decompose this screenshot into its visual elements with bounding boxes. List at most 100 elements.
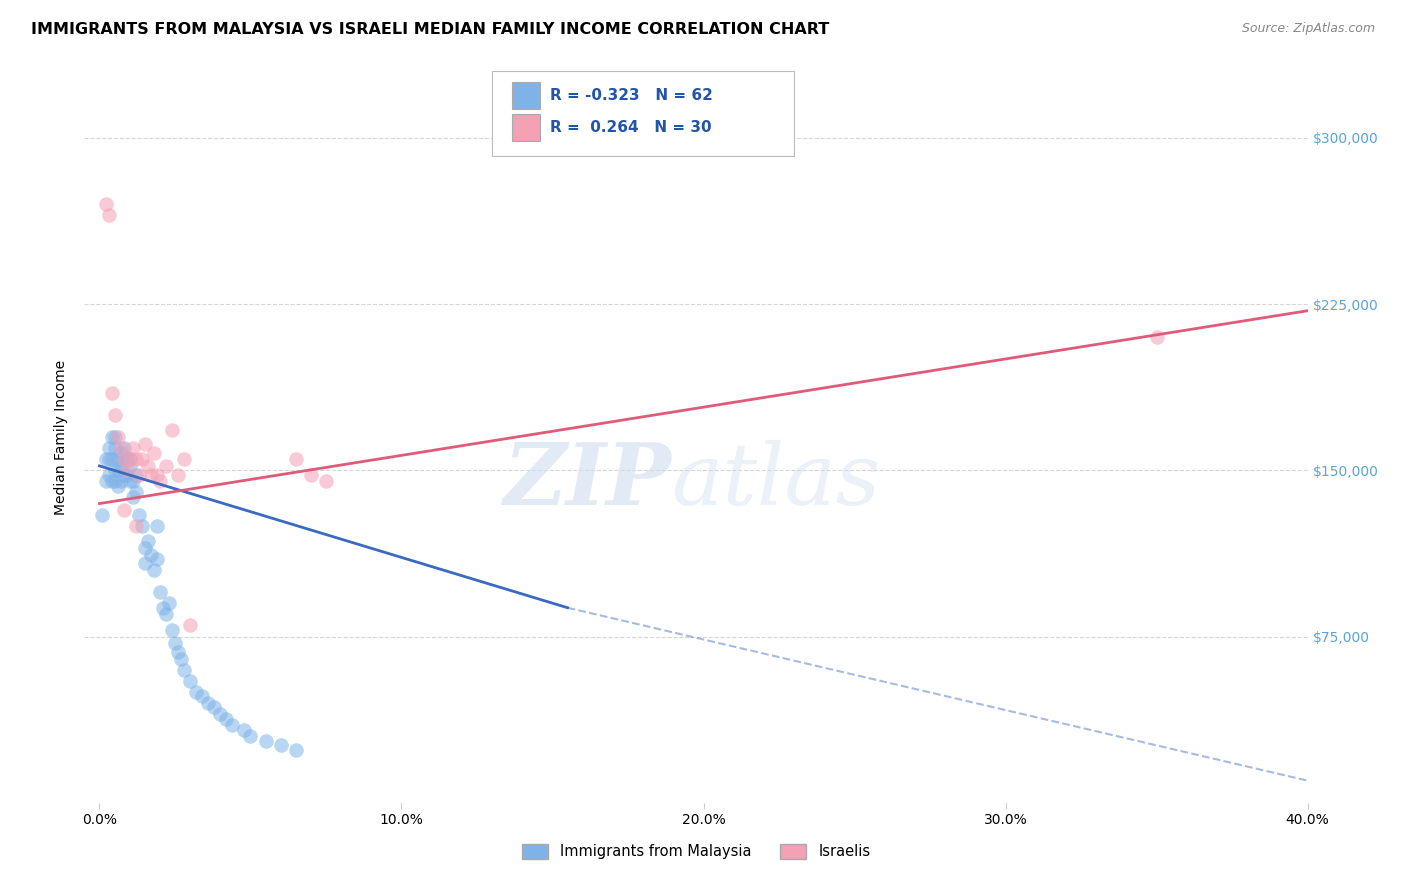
Point: [179, 618, 201, 632]
Point: [115, 463, 138, 477]
Point: [107, 452, 129, 467]
Point: [1146, 330, 1168, 344]
Point: [136, 458, 159, 473]
Point: [118, 452, 141, 467]
Point: [94, 452, 117, 467]
Point: [202, 700, 225, 714]
Point: [107, 463, 129, 477]
Point: [103, 430, 125, 444]
Point: [125, 485, 148, 500]
Y-axis label: Median Family Income: Median Family Income: [55, 359, 69, 515]
Point: [149, 585, 172, 599]
Point: [107, 479, 129, 493]
Point: [139, 548, 162, 562]
Point: [167, 467, 190, 482]
Point: [197, 696, 219, 710]
Point: [115, 452, 138, 467]
Point: [146, 467, 169, 482]
Text: ZIP: ZIP: [503, 439, 672, 523]
Point: [112, 452, 135, 467]
Point: [209, 707, 232, 722]
Point: [139, 467, 162, 482]
Point: [125, 518, 148, 533]
Point: [115, 467, 138, 482]
Point: [146, 518, 169, 533]
Point: [128, 467, 150, 482]
Point: [134, 541, 156, 555]
Point: [152, 600, 174, 615]
Point: [221, 718, 243, 732]
Point: [97, 467, 120, 482]
Point: [131, 452, 153, 467]
Point: [170, 651, 193, 665]
Point: [110, 445, 132, 459]
Point: [100, 475, 122, 489]
Point: [121, 441, 143, 455]
Point: [100, 385, 122, 400]
Point: [128, 508, 150, 522]
Point: [112, 503, 135, 517]
Text: atlas: atlas: [672, 440, 880, 523]
Point: [160, 424, 183, 438]
Point: [157, 596, 180, 610]
Point: [97, 209, 120, 223]
Point: [315, 475, 337, 489]
Point: [110, 475, 132, 489]
Point: [110, 441, 132, 455]
Point: [94, 475, 117, 489]
Point: [136, 534, 159, 549]
Point: [118, 458, 141, 473]
Point: [184, 685, 207, 699]
Point: [134, 557, 156, 571]
Point: [163, 636, 186, 650]
Point: [118, 475, 141, 489]
Point: [284, 452, 307, 467]
Point: [215, 712, 238, 726]
Point: [173, 663, 195, 677]
Point: [142, 445, 165, 459]
Point: [142, 563, 165, 577]
Point: [125, 467, 148, 482]
Point: [146, 552, 169, 566]
Point: [118, 452, 141, 467]
Point: [121, 490, 143, 504]
Point: [233, 723, 256, 737]
Text: R = -0.323   N = 62: R = -0.323 N = 62: [550, 88, 713, 103]
Point: [91, 508, 114, 522]
Point: [167, 645, 190, 659]
Text: Source: ZipAtlas.com: Source: ZipAtlas.com: [1241, 22, 1375, 36]
Point: [125, 452, 148, 467]
Point: [100, 452, 122, 467]
Point: [254, 733, 277, 747]
Point: [299, 467, 322, 482]
Point: [155, 458, 177, 473]
Point: [131, 518, 153, 533]
Point: [110, 458, 132, 473]
Point: [191, 690, 214, 704]
Point: [270, 738, 292, 752]
Text: R =  0.264   N = 30: R = 0.264 N = 30: [550, 120, 711, 135]
Point: [121, 475, 143, 489]
Point: [160, 623, 183, 637]
Point: [103, 463, 125, 477]
Point: [155, 607, 177, 622]
Point: [97, 452, 120, 467]
Point: [173, 452, 195, 467]
Point: [112, 467, 135, 482]
Point: [112, 452, 135, 467]
Point: [103, 475, 125, 489]
Point: [284, 742, 307, 756]
Legend: Immigrants from Malaysia, Israelis: Immigrants from Malaysia, Israelis: [516, 838, 876, 865]
Point: [100, 430, 122, 444]
Text: IMMIGRANTS FROM MALAYSIA VS ISRAELI MEDIAN FAMILY INCOME CORRELATION CHART: IMMIGRANTS FROM MALAYSIA VS ISRAELI MEDI…: [31, 22, 830, 37]
Point: [103, 408, 125, 422]
Point: [112, 441, 135, 455]
Point: [103, 441, 125, 455]
Point: [134, 436, 156, 450]
Point: [97, 441, 120, 455]
Point: [179, 673, 201, 688]
Point: [239, 729, 262, 743]
Point: [94, 197, 117, 211]
Point: [107, 430, 129, 444]
Point: [149, 475, 172, 489]
